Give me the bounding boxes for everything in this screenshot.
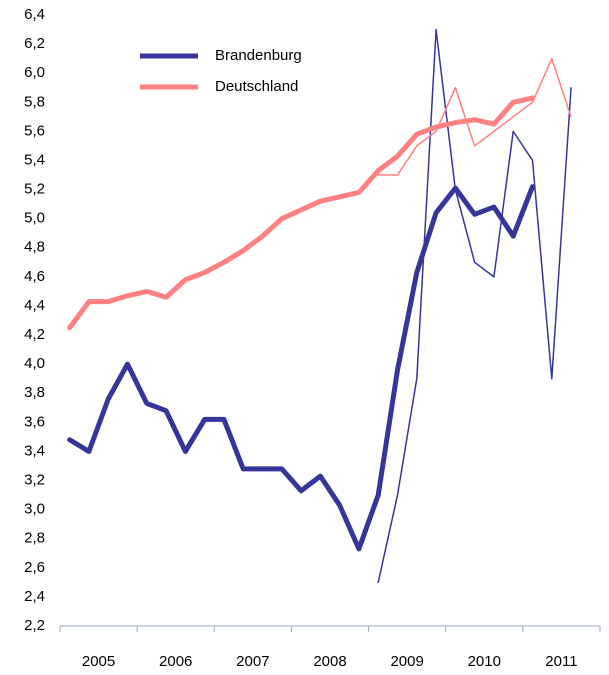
y-tick-label: 3,2 bbox=[24, 471, 45, 488]
y-tick-label: 4,0 bbox=[24, 355, 45, 372]
y-tick-label: 2,2 bbox=[24, 617, 45, 634]
y-tick-label: 5,8 bbox=[24, 93, 45, 110]
legend-box bbox=[112, 40, 357, 102]
y-tick-label: 3,0 bbox=[24, 501, 45, 518]
y-tick-label: 4,6 bbox=[24, 268, 45, 285]
y-tick-label: 6,2 bbox=[24, 35, 45, 52]
series-line bbox=[377, 28, 572, 584]
series-line bbox=[67, 184, 535, 552]
x-tick-label: 2007 bbox=[236, 653, 269, 670]
x-tick-label: 2008 bbox=[313, 653, 346, 670]
y-tick-label: 5,0 bbox=[24, 210, 45, 227]
y-tick-label: 4,8 bbox=[24, 239, 45, 256]
x-tick-label: 2010 bbox=[468, 653, 501, 670]
legend-label: Brandenburg bbox=[215, 47, 302, 64]
x-tick-label: 2011 bbox=[545, 653, 577, 670]
series-line bbox=[377, 57, 572, 176]
legend-label: Deutschland bbox=[215, 78, 298, 95]
y-tick-label: 5,6 bbox=[24, 122, 45, 139]
y-tick-label: 2,8 bbox=[24, 530, 45, 547]
y-tick-label: 6,4 bbox=[24, 6, 45, 23]
y-tick-label: 4,4 bbox=[24, 297, 45, 314]
x-tick-label: 2009 bbox=[390, 653, 423, 670]
y-tick-label: 5,2 bbox=[24, 181, 45, 198]
y-tick-label: 5,4 bbox=[24, 151, 45, 168]
y-tick-label: 2,6 bbox=[24, 559, 45, 576]
y-tick-label: 3,4 bbox=[24, 442, 45, 459]
y-tick-label: 6,0 bbox=[24, 64, 45, 81]
x-tick-label: 2006 bbox=[159, 653, 192, 670]
y-tick-label: 4,2 bbox=[24, 326, 45, 343]
x-tick-label: 2005 bbox=[82, 653, 115, 670]
y-tick-label: 3,8 bbox=[24, 384, 45, 401]
y-tick-label: 3,6 bbox=[24, 413, 45, 430]
series-line bbox=[67, 95, 535, 331]
y-tick-label: 2,4 bbox=[24, 588, 45, 605]
